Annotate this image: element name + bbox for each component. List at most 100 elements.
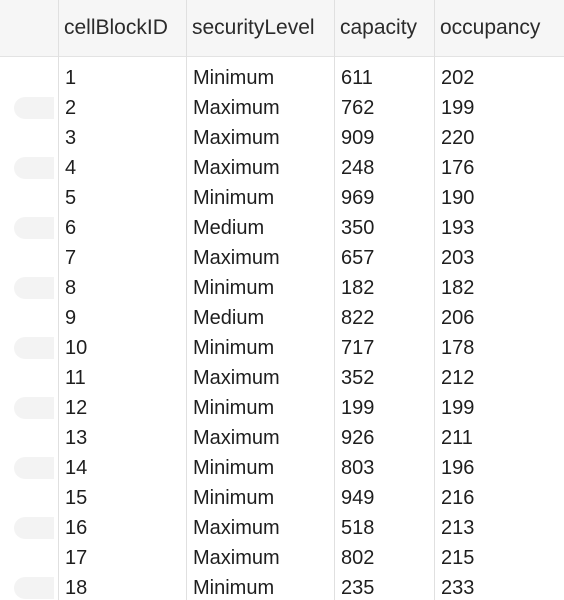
- table-cell[interactable]: Minimum: [193, 457, 275, 479]
- row-gutter[interactable]: [14, 67, 54, 89]
- row-gutter[interactable]: [14, 427, 54, 449]
- table-cell[interactable]: 352: [341, 367, 375, 389]
- table-cell[interactable]: 196: [441, 457, 475, 479]
- table-cell[interactable]: Minimum: [193, 397, 275, 419]
- row-gutter[interactable]: [14, 337, 54, 359]
- column-header-capacity[interactable]: capacity: [340, 16, 418, 39]
- table-row[interactable]: 12 Minimum 199 199: [0, 393, 564, 423]
- row-gutter[interactable]: [14, 547, 54, 569]
- table-cell[interactable]: Minimum: [193, 67, 275, 89]
- table-cell[interactable]: Maximum: [193, 247, 280, 269]
- table-cell[interactable]: 717: [341, 337, 375, 359]
- table-cell[interactable]: 206: [441, 307, 475, 329]
- table-cell[interactable]: 215: [441, 547, 475, 569]
- table-cell[interactable]: 9: [65, 307, 77, 329]
- table-cell[interactable]: 1: [65, 67, 77, 89]
- table-cell[interactable]: 16: [65, 517, 88, 539]
- column-divider[interactable]: [186, 0, 187, 600]
- table-row[interactable]: 2 Maximum 762 199: [0, 93, 564, 123]
- table-row[interactable]: 15 Minimum 949 216: [0, 483, 564, 513]
- table-cell[interactable]: Medium: [193, 217, 265, 239]
- column-divider[interactable]: [434, 0, 435, 600]
- table-cell[interactable]: 18: [65, 577, 88, 599]
- table-cell[interactable]: 14: [65, 457, 88, 479]
- table-cell[interactable]: 611: [341, 67, 373, 89]
- row-gutter[interactable]: [14, 577, 54, 599]
- table-row[interactable]: 11 Maximum 352 212: [0, 363, 564, 393]
- table-cell[interactable]: 212: [441, 367, 475, 389]
- row-gutter[interactable]: [14, 487, 54, 509]
- table-cell[interactable]: Maximum: [193, 427, 280, 449]
- table-cell[interactable]: 518: [341, 517, 375, 539]
- table-cell[interactable]: Maximum: [193, 367, 280, 389]
- table-cell[interactable]: 4: [65, 157, 77, 179]
- table-cell[interactable]: 202: [441, 67, 475, 89]
- table-cell[interactable]: 802: [341, 547, 375, 569]
- table-cell[interactable]: 211: [441, 427, 473, 449]
- table-cell[interactable]: Minimum: [193, 487, 275, 509]
- table-row[interactable]: 7 Maximum 657 203: [0, 243, 564, 273]
- row-gutter[interactable]: [14, 277, 54, 299]
- table-cell[interactable]: 216: [441, 487, 475, 509]
- table-row[interactable]: 18 Minimum 235 233: [0, 573, 564, 600]
- table-cell[interactable]: 5: [65, 187, 77, 209]
- table-cell[interactable]: Maximum: [193, 517, 280, 539]
- table-cell[interactable]: 7: [65, 247, 77, 269]
- table-row[interactable]: 14 Minimum 803 196: [0, 453, 564, 483]
- table-cell[interactable]: 949: [341, 487, 375, 509]
- row-gutter[interactable]: [14, 157, 54, 179]
- table-cell[interactable]: 3: [65, 127, 77, 149]
- row-gutter[interactable]: [14, 127, 54, 149]
- table-cell[interactable]: Medium: [193, 307, 265, 329]
- table-cell[interactable]: Minimum: [193, 187, 275, 209]
- row-gutter[interactable]: [14, 397, 54, 419]
- table-cell[interactable]: 926: [341, 427, 375, 449]
- table-row[interactable]: 13 Maximum 926 211: [0, 423, 564, 453]
- table-cell[interactable]: 12: [65, 397, 88, 419]
- table-cell[interactable]: Maximum: [193, 127, 280, 149]
- row-gutter[interactable]: [14, 187, 54, 209]
- table-cell[interactable]: 909: [341, 127, 375, 149]
- column-divider[interactable]: [58, 0, 59, 600]
- table-cell[interactable]: 969: [341, 187, 375, 209]
- table-cell[interactable]: 182: [441, 277, 475, 299]
- table-cell[interactable]: 10: [65, 337, 88, 359]
- table-cell[interactable]: Maximum: [193, 157, 280, 179]
- table-row[interactable]: 3 Maximum 909 220: [0, 123, 564, 153]
- table-cell[interactable]: 2: [65, 97, 77, 119]
- table-cell[interactable]: 178: [441, 337, 475, 359]
- table-cell[interactable]: 11: [65, 367, 86, 389]
- table-cell[interactable]: 203: [441, 247, 475, 269]
- table-row[interactable]: 1 Minimum 611 202: [0, 63, 564, 93]
- column-header-securitylevel[interactable]: securityLevel: [192, 16, 315, 39]
- table-cell[interactable]: 657: [341, 247, 375, 269]
- row-gutter[interactable]: [14, 97, 54, 119]
- row-gutter[interactable]: [14, 457, 54, 479]
- row-gutter[interactable]: [14, 367, 54, 389]
- table-cell[interactable]: 15: [65, 487, 88, 509]
- table-cell[interactable]: 176: [441, 157, 475, 179]
- table-cell[interactable]: 8: [65, 277, 77, 299]
- row-gutter[interactable]: [14, 247, 54, 269]
- table-cell[interactable]: 182: [341, 277, 375, 299]
- table-cell[interactable]: 199: [341, 397, 375, 419]
- table-row[interactable]: 6 Medium 350 193: [0, 213, 564, 243]
- column-header-occupancy[interactable]: occupancy: [440, 16, 541, 39]
- table-cell[interactable]: 190: [441, 187, 475, 209]
- table-row[interactable]: 16 Maximum 518 213: [0, 513, 564, 543]
- table-cell[interactable]: Maximum: [193, 97, 280, 119]
- table-cell[interactable]: 762: [341, 97, 375, 119]
- table-cell[interactable]: Minimum: [193, 577, 275, 599]
- table-row[interactable]: 17 Maximum 802 215: [0, 543, 564, 573]
- table-cell[interactable]: 193: [441, 217, 475, 239]
- table-row[interactable]: 10 Minimum 717 178: [0, 333, 564, 363]
- table-cell[interactable]: 6: [65, 217, 77, 239]
- table-cell[interactable]: 233: [441, 577, 475, 599]
- row-gutter[interactable]: [14, 307, 54, 329]
- table-row[interactable]: 9 Medium 822 206: [0, 303, 564, 333]
- table-cell[interactable]: Minimum: [193, 337, 275, 359]
- row-gutter[interactable]: [14, 517, 54, 539]
- table-cell[interactable]: 199: [441, 97, 475, 119]
- table-cell[interactable]: Maximum: [193, 547, 280, 569]
- table-cell[interactable]: 803: [341, 457, 375, 479]
